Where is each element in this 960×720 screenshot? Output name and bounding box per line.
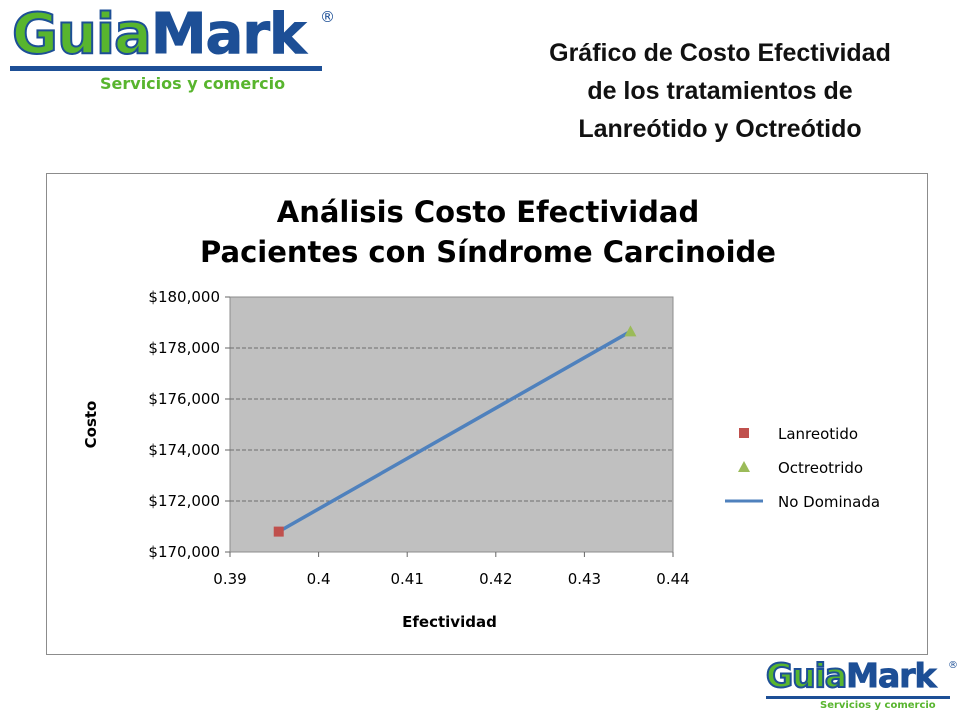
chart-frame: Análisis Costo Efectividad Pacientes con … xyxy=(46,173,928,655)
plot-area xyxy=(229,296,674,553)
x-tick-label: 0.39 xyxy=(213,570,246,588)
x-tick-label: 0.41 xyxy=(390,570,423,588)
series-line-no-dominada xyxy=(277,329,632,534)
y-tick-label: $176,000 xyxy=(148,390,220,408)
x-tick-label: 0.4 xyxy=(307,570,331,588)
x-tick-label: 0.44 xyxy=(656,570,689,588)
logo-wordmark: GuiaMark xyxy=(765,655,937,696)
slide-title: Gráfico de Costo Efectividad de los trat… xyxy=(549,39,891,143)
logo-wordmark: GuiaMark xyxy=(11,1,307,68)
legend-label: Lanreotido xyxy=(778,425,858,443)
logo-underline xyxy=(766,696,950,699)
y-tick-label: $180,000 xyxy=(148,288,220,306)
y-tick-label: $170,000 xyxy=(148,543,220,561)
legend-label: Octreotrido xyxy=(778,459,863,477)
logo-underline xyxy=(10,66,322,71)
x-tick-label: 0.43 xyxy=(568,570,601,588)
y-tick-label: $174,000 xyxy=(148,441,220,459)
logo-tagline: Servicios y comercio xyxy=(100,74,286,93)
guiamark-logo-top: GuiaMark ® Servicios y comercio xyxy=(6,1,336,96)
registered-mark: ® xyxy=(948,660,958,671)
registered-mark: ® xyxy=(320,8,335,26)
guiamark-logo-bottom: GuiaMark ® Servicios y comercio xyxy=(762,655,958,716)
x-tick-label: 0.42 xyxy=(479,570,512,588)
legend-marker-octreotrido xyxy=(738,461,750,472)
chart-title-line: Pacientes con Síndrome Carcinoide xyxy=(200,235,776,269)
chart-title-line: Análisis Costo Efectividad xyxy=(277,195,699,229)
x-axis-label: Efectividad xyxy=(402,613,497,631)
cost-effectiveness-chart: Análisis Costo Efectividad Pacientes con … xyxy=(82,195,880,631)
legend-marker-lanreotido xyxy=(739,428,749,438)
y-axis-label: Costo xyxy=(82,401,100,449)
y-tick-label: $178,000 xyxy=(148,339,220,357)
data-point-octreotrido xyxy=(624,325,637,337)
logo-tagline: Servicios y comercio xyxy=(820,700,936,711)
legend-label: No Dominada xyxy=(778,493,880,511)
y-tick-label: $172,000 xyxy=(148,492,220,510)
data-point-lanreotido xyxy=(273,526,284,537)
